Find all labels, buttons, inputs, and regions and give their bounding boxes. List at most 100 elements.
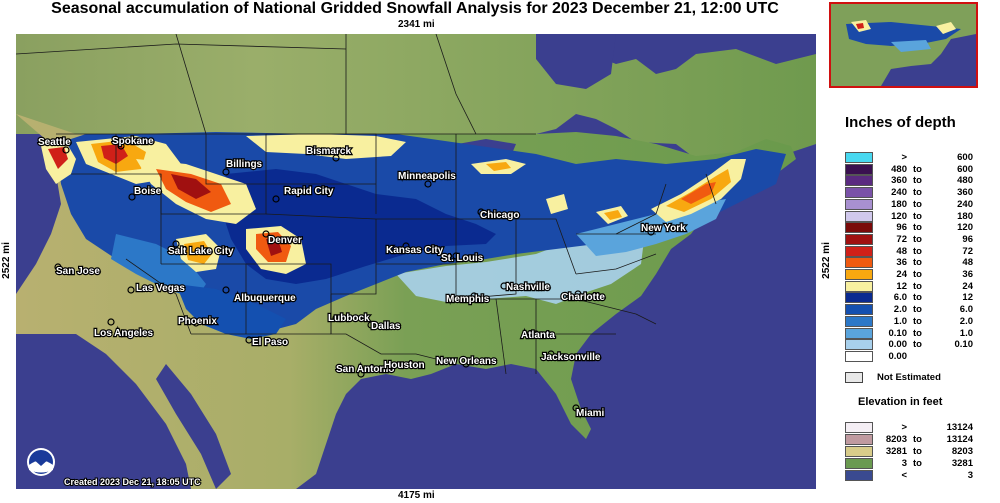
snow-legend-high-value: 0.10 — [954, 339, 974, 351]
snow-legend-low-value: 0.00 — [888, 350, 908, 362]
snow-legend-to-label: to — [913, 245, 922, 257]
created-timestamp: Created 2023 Dec 21, 18:05 UTC — [64, 477, 201, 487]
snow-legend-low-value: > — [901, 152, 907, 163]
deep-snow-west — [41, 136, 306, 274]
elevation-legend-row: >13124 — [845, 422, 995, 434]
snow-legend-row: 180 to 240 — [845, 198, 995, 211]
elevation-legend-high-value: 3 — [967, 470, 973, 481]
city-label-spokane: Spokane — [112, 136, 154, 147]
elevation-legend-row: 3 to 3281 — [845, 458, 995, 470]
city-label-billings: Billings — [226, 159, 263, 170]
snow-legend-high-value: 72 — [962, 245, 973, 257]
snow-legend-row: 360 to 480 — [845, 175, 995, 187]
deep-snow-northeast — [651, 159, 746, 222]
snow-legend-high-value: 480 — [957, 175, 973, 187]
city-label-san-jose: San Jose — [56, 266, 100, 277]
snow-legend-swatch — [845, 292, 873, 304]
elevation-legend-low-value: 3 — [901, 458, 907, 469]
snow-legend-low-value: 96 — [896, 222, 907, 234]
snow-legend-row: 0.10 to 1.0 — [845, 327, 995, 340]
city-label-seattle: Seattle — [38, 137, 71, 148]
snow-legend-swatch — [845, 233, 873, 245]
elevation-legend-row: <3 — [845, 470, 995, 482]
snow-legend-swatch — [845, 222, 873, 234]
snow-legend-swatch — [845, 245, 873, 257]
city-label-boise: Boise — [134, 186, 162, 197]
gulf-of-california — [156, 364, 231, 489]
snow-legend-row: 120 to 180 — [845, 210, 995, 223]
city-label-new-orleans: New Orleans — [436, 356, 497, 367]
snow-legend-row: 36 to 48 — [845, 257, 995, 269]
city-label-el-paso: El Paso — [252, 337, 288, 348]
city-label-san-antonio: San Antonio — [336, 364, 395, 375]
city-label-lubbock: Lubbock — [328, 313, 370, 324]
snow-legend-swatch — [845, 152, 873, 163]
city-label-new-york: New York — [641, 223, 686, 234]
snow-legend-swatch — [845, 280, 873, 292]
boundaries — [16, 34, 717, 375]
not-estimated-swatch — [845, 372, 863, 383]
snow-legend-high-value: 12 — [962, 292, 973, 304]
hudson-bay — [536, 34, 616, 89]
elevation-legend-swatch — [845, 434, 873, 445]
city-label-las-vegas: Las Vegas — [136, 283, 185, 294]
snow-legend-low-value: 72 — [896, 233, 907, 245]
deep-snow-great-lakes — [471, 159, 628, 224]
elevation-legend-swatch — [845, 470, 873, 481]
snow-southwest — [176, 284, 286, 339]
elevation-legend-row: 8203 to 13124 — [845, 434, 995, 446]
snow-legend-row: 1.0 to 2.0 — [845, 315, 995, 328]
elevation-legend-high-value: 8203 — [951, 446, 973, 457]
city-label-st-louis: St. Louis — [441, 253, 484, 264]
snow-legend-high-value: 1.0 — [959, 327, 973, 339]
snow-legend-low-value: 0.10 — [888, 327, 908, 339]
city-label-albuquerque: Albuquerque — [234, 293, 296, 304]
elevation-legend-row: 3281 to 8203 — [845, 446, 995, 458]
snow-legend-row: 24 to 36 — [845, 269, 995, 281]
snow-legend-high-value: 180 — [957, 210, 973, 222]
elevation-legend-to-label: to — [913, 458, 922, 469]
snow-legend-swatch — [845, 198, 873, 210]
city-label-houston: Houston — [384, 360, 425, 371]
snow-legend-row: >600 — [845, 152, 995, 164]
snow-legend-row: 48 to 72 — [845, 245, 995, 258]
deep-snow-northern-plains — [246, 134, 406, 159]
elevation-legend-high-value: 3281 — [951, 458, 973, 469]
snow-legend-to-label: to — [913, 315, 922, 327]
snow-legend-low-value: 12 — [896, 280, 907, 292]
city-label-phoenix: Phoenix — [178, 316, 217, 327]
snow-legend-swatch — [845, 315, 873, 327]
snow-legend-low-value: 48 — [896, 245, 907, 257]
snow-legend-low-value: 6.0 — [893, 292, 907, 304]
snow-legend-low-value: 0.00 — [888, 339, 908, 351]
city-label-denver: Denver — [268, 235, 302, 246]
legend-title: Inches of depth — [845, 114, 956, 131]
snow-legend-low-value: 120 — [891, 210, 907, 222]
city-label-rapid-city: Rapid City — [284, 186, 334, 197]
city-label-bismarck: Bismarck — [306, 146, 351, 157]
snow-legend-swatch — [845, 339, 873, 351]
snow-blue-mid — [111, 234, 206, 299]
snow-legend-high-value: 600 — [957, 152, 973, 163]
map-title: Seasonal accumulation of National Gridde… — [51, 0, 779, 17]
snow-legend-low-value: 2.0 — [893, 304, 907, 316]
snow-legend-to-label: to — [913, 163, 922, 175]
city-label-atlanta: Atlanta — [521, 330, 555, 341]
snow-legend-low-value: 1.0 — [893, 315, 907, 327]
snow-legend-row: 12 to 24 — [845, 280, 995, 293]
snow-legend-swatch — [845, 269, 873, 280]
canada-land — [16, 34, 816, 164]
not-estimated-label: Not Estimated — [877, 372, 941, 384]
snow-legend-high-value: 2.0 — [959, 315, 973, 327]
snow-legend-high-value: 6.0 — [959, 304, 973, 316]
city-label-charlotte: Charlotte — [561, 292, 605, 303]
snow-legend-to-label: to — [913, 269, 922, 280]
snow-legend-low-value: 480 — [891, 163, 907, 175]
elevation-legend-swatch — [845, 446, 873, 457]
snow-legend-to-label: to — [913, 339, 922, 351]
elevation-legend-low-value: 3281 — [885, 446, 907, 457]
snow-legend-swatch — [845, 327, 873, 339]
distance-bottom: 4175 mi — [398, 490, 435, 501]
city-label-nashville: Nashville — [506, 282, 550, 293]
not-estimated-legend: Not Estimated — [845, 372, 941, 384]
